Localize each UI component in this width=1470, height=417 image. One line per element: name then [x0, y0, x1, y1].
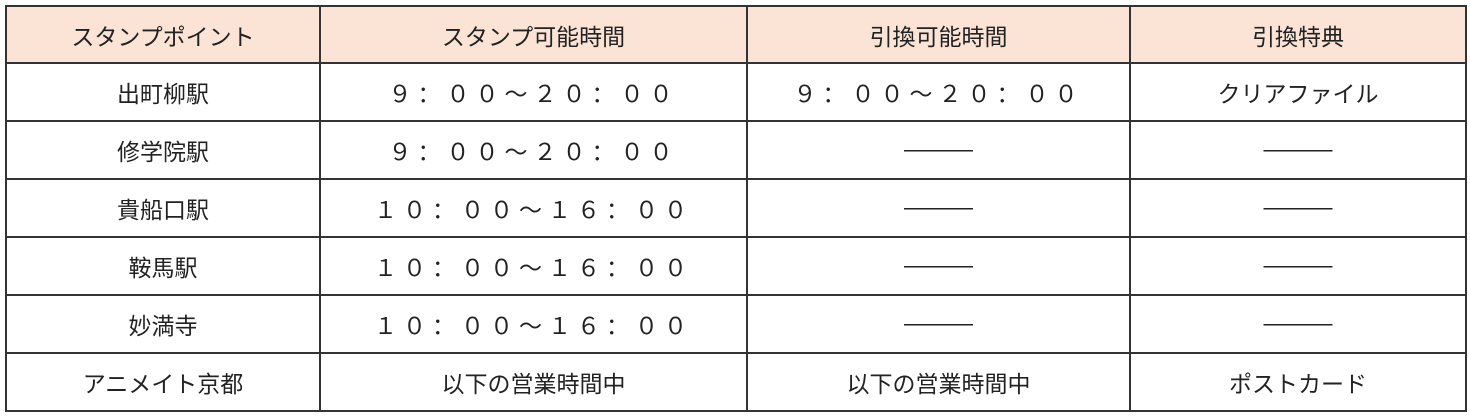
- table-row: 貴船口駅 １０：００～１６：００ ――― ―――: [5, 178, 1467, 238]
- station-cell: 妙満寺: [5, 294, 321, 354]
- station-cell: 貴船口駅: [5, 178, 321, 238]
- station-cell: 鞍馬駅: [5, 236, 321, 296]
- header-stamp-point: スタンプポイント: [5, 5, 321, 64]
- station-cell: 修学院駅: [5, 120, 321, 180]
- table-row: 妙満寺 １０：００～１６：００ ――― ―――: [5, 294, 1467, 354]
- stamp-hours-cell: ９：００～２０：００: [319, 62, 748, 122]
- stamp-point-table: スタンプポイント スタンプ可能時間 引換可能時間 引換特典 出町柳駅 ９：００～…: [5, 5, 1467, 412]
- station-cell: アニメイト京都: [5, 352, 321, 412]
- exchange-hours-cell: ―――: [746, 294, 1131, 354]
- header-row: スタンプポイント スタンプ可能時間 引換可能時間 引換特典: [5, 5, 1467, 64]
- exchange-hours-cell: ―――: [746, 236, 1131, 296]
- header-stamp-hours: スタンプ可能時間: [319, 5, 748, 64]
- gift-cell: ―――: [1129, 120, 1467, 180]
- exchange-hours-cell: ―――: [746, 120, 1131, 180]
- table-row: アニメイト京都 以下の営業時間中 以下の営業時間中 ポストカード: [5, 352, 1467, 412]
- stamp-hours-cell: ９：００～２０：００: [319, 120, 748, 180]
- table-row: 鞍馬駅 １０：００～１６：００ ――― ―――: [5, 236, 1467, 296]
- table-row: 出町柳駅 ９：００～２０：００ ９：００～２０：００ クリアファイル: [5, 62, 1467, 122]
- stamp-hours-cell: １０：００～１６：００: [319, 178, 748, 238]
- exchange-hours-cell: ９：００～２０：００: [746, 62, 1131, 122]
- gift-cell: ―――: [1129, 236, 1467, 296]
- exchange-hours-cell: 以下の営業時間中: [746, 352, 1131, 412]
- station-cell: 出町柳駅: [5, 62, 321, 122]
- stamp-hours-cell: １０：００～１６：００: [319, 236, 748, 296]
- gift-cell: ポストカード: [1129, 352, 1467, 412]
- gift-cell: クリアファイル: [1129, 62, 1467, 122]
- header-exchange-gift: 引換特典: [1129, 5, 1467, 64]
- gift-cell: ―――: [1129, 178, 1467, 238]
- stamp-hours-cell: 以下の営業時間中: [319, 352, 748, 412]
- stamp-hours-cell: １０：００～１６：００: [319, 294, 748, 354]
- header-exchange-hours: 引換可能時間: [746, 5, 1131, 64]
- table-row: 修学院駅 ９：００～２０：００ ――― ―――: [5, 120, 1467, 180]
- exchange-hours-cell: ―――: [746, 178, 1131, 238]
- gift-cell: ―――: [1129, 294, 1467, 354]
